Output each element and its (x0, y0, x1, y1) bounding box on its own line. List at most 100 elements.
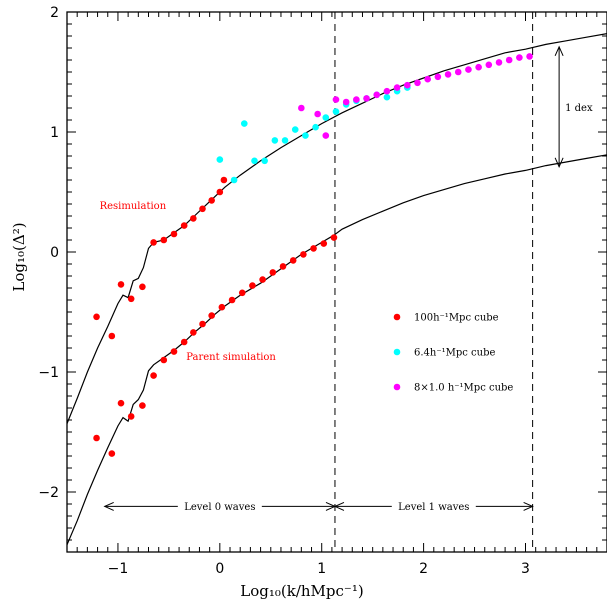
axis-ticks (66, 11, 607, 553)
data-point (383, 93, 391, 101)
data-point (404, 81, 411, 89)
data-point (302, 132, 309, 139)
data-point (434, 73, 442, 81)
data-point (199, 320, 206, 328)
legend: 100h⁻¹Mpc cube 6.4h⁻¹Mpc cube 8×1.0 h⁻¹Mpc… (393, 313, 513, 394)
data-point (279, 263, 287, 270)
data-point (208, 312, 215, 319)
data-point (139, 402, 146, 409)
one-dex-arrowhead-down (554, 157, 564, 169)
data-point (108, 450, 116, 457)
data-point (495, 59, 503, 66)
level-1-arrowhead-left (333, 501, 345, 511)
x-axis-label: Log₁₀(k/hMpc⁻¹) (240, 582, 363, 600)
y-tick-label: −1 (38, 365, 59, 381)
data-point (271, 137, 279, 144)
data-point (180, 338, 188, 346)
level-0-waves-label: Level 0 waves (184, 502, 255, 513)
data-point (269, 269, 277, 276)
data-point (298, 104, 305, 112)
data-point (505, 56, 513, 64)
data-point (465, 66, 472, 73)
data-point (312, 123, 319, 131)
x-tick-label: 0 (215, 561, 224, 577)
data-point (320, 240, 328, 247)
data-point (261, 157, 268, 165)
data-point (127, 413, 135, 420)
tick-labels: −1 0 1 2 3 −2 −1 0 1 2 (38, 5, 530, 577)
data-point (249, 282, 256, 289)
data-point (314, 110, 321, 118)
data-point (475, 63, 482, 71)
legend-marker (393, 348, 401, 356)
plot-frame (66, 11, 607, 553)
data-point (353, 96, 360, 103)
data-point (117, 281, 125, 288)
data-point (289, 257, 297, 264)
data-point (393, 84, 401, 91)
level-1-waves-label: Level 1 waves (398, 502, 469, 513)
data-point (218, 303, 226, 311)
data-point (259, 276, 266, 283)
data-point (117, 399, 125, 407)
data-point (383, 87, 391, 95)
data-point (516, 54, 523, 61)
parent-simulation-label: Parent simulation (186, 352, 276, 363)
resimulation-curve (67, 33, 607, 424)
data-point (150, 372, 157, 379)
legend-marker (393, 313, 401, 321)
data-point (216, 188, 224, 196)
data-point (454, 68, 462, 76)
data-point (373, 91, 381, 99)
data-point (208, 197, 215, 204)
y-tick-label: 1 (50, 125, 59, 141)
parent-simulation-curve (67, 154, 607, 546)
x-tick-label: −1 (108, 561, 129, 577)
data-point (281, 137, 289, 144)
data-point (170, 230, 178, 238)
annotations: Resimulation Parent simulation Level 0 w… (100, 45, 593, 513)
x-tick-label: 1 (317, 561, 326, 577)
data-point (170, 348, 178, 355)
data-point (485, 61, 493, 69)
data-point (127, 295, 135, 303)
data-point (342, 98, 350, 106)
y-tick-label: 0 (50, 245, 59, 261)
data-point (363, 95, 370, 102)
x-tick-label: 2 (419, 561, 428, 577)
data-point (160, 356, 168, 364)
data-point (330, 234, 338, 241)
legend-label: 100h⁻¹Mpc cube (414, 313, 499, 324)
data-point (238, 289, 246, 297)
data-point (414, 79, 421, 87)
data-point (526, 53, 533, 60)
level-1-arrowhead-right (523, 501, 534, 511)
data-point (216, 156, 224, 163)
data-point (220, 176, 228, 184)
data-point (93, 434, 100, 442)
data-point (300, 251, 307, 258)
dashed-level-boundaries (334, 12, 534, 552)
data-point (332, 108, 340, 115)
data-point (228, 296, 236, 304)
one-dex-label: 1 dex (565, 103, 593, 114)
resimulation-label: Resimulation (100, 201, 167, 212)
data-point (93, 313, 100, 321)
data-point (150, 239, 157, 246)
data-point (139, 283, 146, 291)
level-0-arrowhead-left (103, 501, 114, 511)
y-tick-label: −2 (38, 485, 59, 501)
data-point (424, 75, 431, 83)
y-tick-label: 2 (50, 5, 59, 21)
data-point (332, 96, 340, 103)
legend-marker (393, 383, 401, 391)
data-point (310, 245, 317, 252)
data-point (322, 132, 330, 139)
x-tick-label: 3 (521, 561, 530, 577)
legend-label: 8×1.0 h⁻¹Mpc cube (414, 383, 513, 394)
data-point (180, 222, 188, 229)
data-point (190, 329, 197, 336)
one-dex-arrowhead-up (554, 45, 564, 57)
data-point (444, 71, 452, 78)
